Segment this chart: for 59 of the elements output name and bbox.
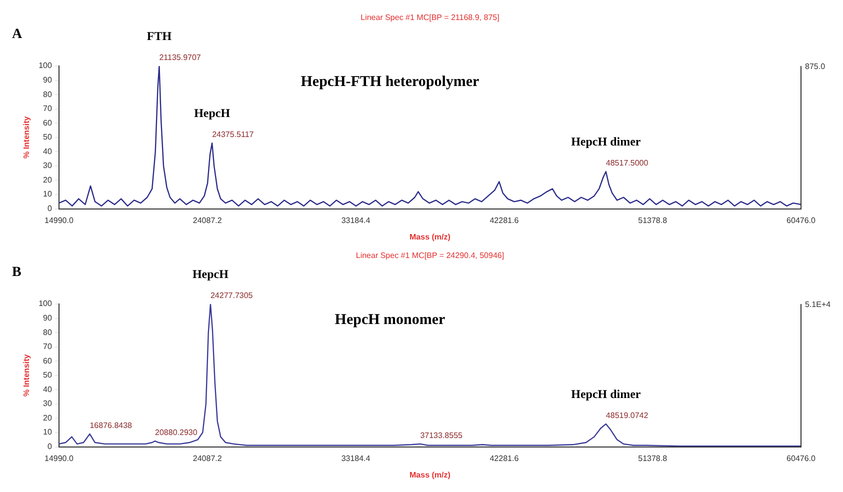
annotation: 24277.7305	[210, 291, 254, 300]
x-tick-label: 51378.8	[638, 216, 668, 225]
annotation: 16876.8438	[90, 420, 133, 430]
y-tick-label: 20	[43, 413, 52, 422]
x-tick-label: 14990.0	[44, 454, 74, 463]
y-tick-label: 10	[43, 190, 52, 199]
text: 5.1E+4	[805, 300, 832, 309]
y-tick-label: 90	[43, 313, 52, 322]
chart-subtitle: Linear Spec #1 MC[BP = 21168.9, 875]	[360, 13, 500, 22]
x-tick-label: 24087.2	[192, 216, 222, 225]
y-tick-label: 0	[47, 204, 52, 214]
y-tick-label: 70	[43, 342, 52, 352]
y-tick-label: 30	[43, 161, 52, 170]
y-tick-label: 40	[43, 384, 52, 394]
y-tick-label: 10	[43, 428, 52, 437]
y-tick-label: 40	[43, 146, 52, 156]
y-tick-label: 60	[43, 118, 52, 128]
y-tick-label: 30	[43, 399, 52, 408]
y-tick-label: 80	[43, 328, 52, 337]
text: A	[12, 27, 23, 42]
x-tick-label: 42281.6	[490, 216, 520, 225]
x-tick-label: 42281.6	[490, 454, 520, 463]
x-tick-label: 24087.2	[192, 454, 222, 463]
annotation: HepcH	[194, 106, 231, 120]
y-tick-label: 70	[43, 104, 52, 114]
y-tick-label: 20	[43, 175, 52, 184]
annotation: 21135.9707	[159, 53, 202, 62]
annotation: 48517.5000	[606, 158, 649, 168]
y-tick-label: 0	[47, 442, 52, 452]
y-tick-label: 50	[43, 132, 52, 142]
annotation: 24375.5117	[212, 130, 254, 140]
y-tick-label: 100	[38, 61, 52, 70]
chart-subtitle: Linear Spec #1 MC[BP = 24290.4, 50946]	[356, 251, 504, 260]
x-axis-title: Mass (m/z)	[410, 470, 451, 480]
annotation: 37133.8555	[420, 430, 464, 440]
text: HepcH monomer	[334, 312, 446, 328]
x-tick-label: 51378.8	[638, 454, 668, 463]
annotation: HepcH dimer	[571, 386, 642, 401]
text: 875.0	[805, 62, 826, 71]
y-axis-title: % Intensity	[22, 116, 32, 159]
x-axis-title: Mass (m/z)	[410, 232, 451, 242]
annotation: 48519.0742	[606, 410, 649, 420]
text: HepcH-FTH heteropolymer	[300, 74, 480, 90]
y-tick-label: 100	[38, 299, 52, 308]
y-axis-title: % Intensity	[22, 354, 32, 397]
annotation: FTH	[146, 29, 172, 43]
y-tick-label: 60	[43, 356, 52, 366]
text: B	[12, 265, 22, 280]
annotation: HepcH dimer	[571, 134, 642, 149]
x-tick-label: 33184.4	[341, 454, 371, 463]
y-tick-label: 80	[43, 90, 52, 99]
x-tick-label: 14990.0	[44, 216, 74, 225]
annotation: 20880.2930	[155, 428, 198, 438]
x-tick-label: 33184.4	[341, 216, 371, 225]
y-tick-label: 50	[43, 370, 52, 380]
x-tick-label: 60476.0	[786, 216, 816, 225]
x-tick-label: 60476.0	[786, 454, 816, 463]
y-tick-label: 90	[43, 75, 52, 84]
annotation: HepcH	[192, 267, 230, 281]
